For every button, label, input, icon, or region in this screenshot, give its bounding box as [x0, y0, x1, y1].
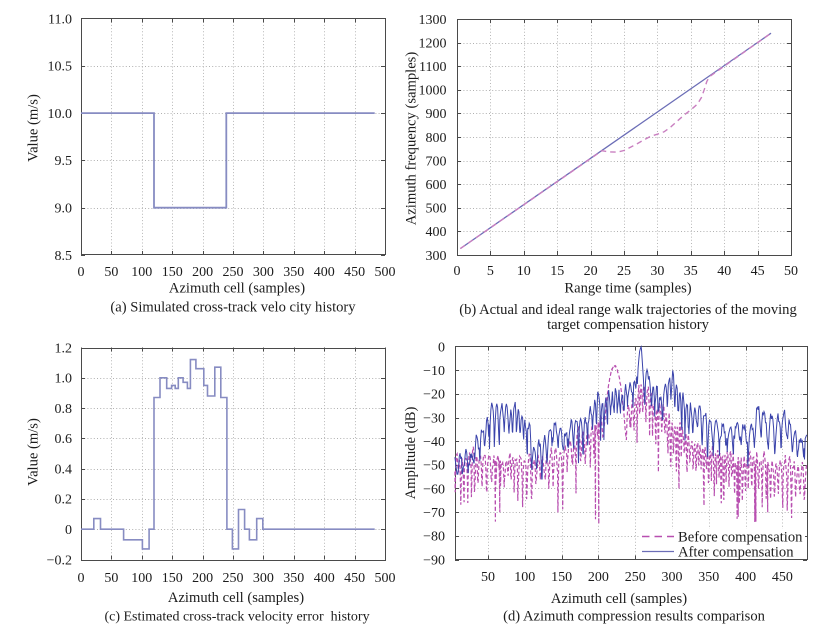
svg-text:Amplitude (dB): Amplitude (dB) — [403, 406, 419, 499]
svg-text:Before compensation: Before compensation — [678, 530, 803, 546]
svg-text:0.6: 0.6 — [55, 432, 73, 447]
svg-text:8.5: 8.5 — [55, 249, 73, 264]
svg-text:500: 500 — [375, 265, 396, 280]
svg-text:Azimuth cell (samples): Azimuth cell (samples) — [169, 281, 305, 297]
svg-text:50: 50 — [481, 570, 495, 585]
svg-text:300: 300 — [662, 570, 683, 585]
svg-text:0.2: 0.2 — [55, 493, 73, 508]
svg-text:0: 0 — [454, 264, 461, 279]
svg-text:400: 400 — [735, 570, 756, 585]
svg-text:Azimuth cell (samples): Azimuth cell (samples) — [168, 590, 304, 606]
svg-text:−20: −20 — [423, 388, 445, 403]
svg-text:200: 200 — [192, 265, 213, 280]
svg-text:100: 100 — [131, 265, 152, 280]
svg-text:0: 0 — [438, 340, 445, 355]
svg-text:9.5: 9.5 — [55, 154, 73, 169]
svg-text:1.2: 1.2 — [55, 341, 73, 356]
svg-text:5: 5 — [487, 264, 494, 279]
svg-text:50: 50 — [104, 571, 118, 586]
svg-text:1300: 1300 — [419, 13, 447, 28]
svg-text:0.8: 0.8 — [55, 402, 73, 417]
svg-text:450: 450 — [344, 571, 365, 586]
svg-text:250: 250 — [223, 571, 244, 586]
svg-text:300: 300 — [253, 571, 274, 586]
svg-text:500: 500 — [426, 202, 447, 217]
svg-text:200: 200 — [192, 571, 213, 586]
svg-text:−0.2: −0.2 — [47, 553, 72, 568]
svg-text:1000: 1000 — [419, 84, 447, 99]
svg-text:300: 300 — [253, 265, 274, 280]
svg-text:1200: 1200 — [419, 36, 447, 51]
svg-text:10.0: 10.0 — [48, 107, 73, 122]
svg-text:−70: −70 — [423, 506, 445, 521]
svg-text:Value (m/s): Value (m/s) — [26, 418, 42, 486]
svg-text:150: 150 — [551, 570, 572, 585]
svg-text:350: 350 — [283, 571, 304, 586]
svg-text:100: 100 — [131, 571, 152, 586]
svg-text:200: 200 — [588, 570, 609, 585]
svg-text:0: 0 — [78, 265, 85, 280]
svg-text:−60: −60 — [423, 482, 445, 497]
svg-text:−40: −40 — [423, 435, 445, 450]
svg-text:15: 15 — [550, 264, 564, 279]
svg-text:350: 350 — [283, 265, 304, 280]
svg-text:150: 150 — [162, 571, 183, 586]
svg-text:−90: −90 — [423, 553, 445, 568]
svg-text:Azimuth frequency (samples): Azimuth frequency (samples) — [404, 52, 420, 226]
svg-text:11.0: 11.0 — [48, 12, 72, 27]
svg-text:(a) Simulated cross-track velo: (a) Simulated cross-track velo city hist… — [110, 300, 356, 316]
svg-text:500: 500 — [375, 571, 396, 586]
svg-text:−10: −10 — [423, 364, 445, 379]
svg-text:10.5: 10.5 — [48, 60, 73, 75]
svg-text:40: 40 — [717, 264, 731, 279]
svg-text:9.0: 9.0 — [55, 202, 73, 217]
svg-text:45: 45 — [751, 264, 765, 279]
svg-text:300: 300 — [426, 249, 447, 264]
svg-text:0: 0 — [65, 523, 72, 538]
svg-text:0: 0 — [78, 571, 85, 586]
svg-text:250: 250 — [625, 570, 646, 585]
svg-text:(c) Estimated cross-track velo: (c) Estimated cross-track velocity error… — [104, 610, 369, 625]
svg-text:700: 700 — [426, 154, 447, 169]
svg-text:50: 50 — [104, 265, 118, 280]
svg-text:10: 10 — [517, 264, 531, 279]
svg-text:(d) Azimuth compression result: (d) Azimuth compression results comparis… — [503, 609, 766, 625]
svg-text:900: 900 — [426, 107, 447, 122]
svg-text:35: 35 — [684, 264, 698, 279]
svg-text:−50: −50 — [423, 459, 445, 474]
svg-text:Value (m/s): Value (m/s) — [26, 94, 42, 162]
svg-text:250: 250 — [223, 265, 244, 280]
svg-text:600: 600 — [426, 178, 447, 193]
svg-text:−80: −80 — [423, 530, 445, 545]
svg-text:450: 450 — [344, 265, 365, 280]
svg-text:0.4: 0.4 — [55, 462, 73, 477]
svg-text:100: 100 — [514, 570, 535, 585]
svg-text:After compensation: After compensation — [678, 545, 794, 561]
svg-text:25: 25 — [617, 264, 631, 279]
svg-text:20: 20 — [584, 264, 598, 279]
svg-text:150: 150 — [162, 265, 183, 280]
svg-text:Azimuth cell (samples): Azimuth cell (samples) — [551, 591, 687, 607]
svg-text:−30: −30 — [423, 411, 445, 426]
svg-text:1100: 1100 — [419, 60, 446, 75]
svg-text:400: 400 — [314, 571, 335, 586]
svg-text:350: 350 — [698, 570, 719, 585]
svg-text:target compensation history: target compensation history — [547, 317, 710, 333]
svg-text:1.0: 1.0 — [55, 372, 73, 387]
svg-text:400: 400 — [314, 265, 335, 280]
svg-text:50: 50 — [784, 264, 798, 279]
svg-text:400: 400 — [426, 225, 447, 240]
svg-text:Range time (samples): Range time (samples) — [564, 281, 691, 297]
svg-text:(b) Actual and ideal range wal: (b) Actual and ideal range walk trajecto… — [459, 302, 797, 318]
svg-text:30: 30 — [650, 264, 664, 279]
svg-text:800: 800 — [426, 131, 447, 146]
svg-text:450: 450 — [772, 570, 793, 585]
